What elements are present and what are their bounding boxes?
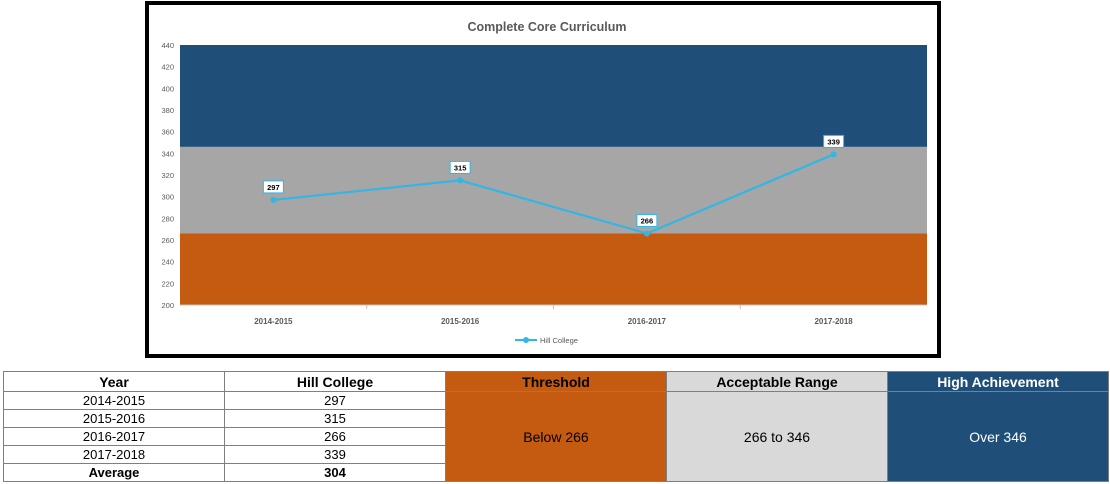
y-tick-label: 260 [161, 236, 174, 245]
row-year: 2017-2018 [3, 445, 225, 464]
average-value: 304 [224, 463, 446, 482]
y-tick-label: 440 [161, 41, 174, 50]
y-tick-label: 280 [161, 214, 174, 223]
series-line [273, 153, 835, 235]
range-band [180, 146, 927, 234]
data-point [643, 230, 650, 237]
header-college: Hill College [224, 371, 446, 392]
data-point [270, 196, 277, 203]
x-tick-label: 2015-2016 [441, 317, 480, 326]
x-tick-label: 2017-2018 [814, 317, 853, 326]
row-value: 339 [224, 445, 446, 464]
y-tick-label: 200 [161, 301, 174, 310]
y-tick-label: 420 [161, 63, 174, 72]
table-row: 2015-2016 315 [3, 409, 1109, 428]
row-value: 297 [224, 391, 446, 410]
y-tick-label: 360 [161, 128, 174, 137]
row-value: 315 [224, 409, 446, 428]
row-year: 2016-2017 [3, 427, 225, 446]
y-tick-label: 320 [161, 171, 174, 180]
data-point [457, 177, 464, 184]
header-threshold: Threshold [445, 371, 667, 392]
legend-marker-icon [523, 337, 529, 343]
average-row: Average 304 [3, 463, 1109, 482]
high-achievement-cell: Over 346 [887, 391, 1109, 482]
row-year: 2015-2016 [3, 409, 225, 428]
threshold-cell: Below 266 [445, 391, 667, 482]
data-label-box [449, 160, 471, 174]
header-year: Year [3, 371, 225, 392]
data-label: 315 [454, 163, 467, 172]
row-value: 266 [224, 427, 446, 446]
chart-title: Complete Core Curriculum [467, 20, 626, 34]
table-header-row: Year Hill College Threshold Acceptable R… [3, 371, 1109, 392]
data-label: 297 [267, 183, 280, 192]
chart-frame: Complete Core Curriculum 200 220 240 260 280… [145, 1, 941, 358]
table-row: 2017-2018 339 [3, 445, 1109, 464]
table-row: 2016-2017 266 [3, 427, 1109, 446]
y-tick-label: 240 [161, 258, 174, 267]
data-point [830, 151, 837, 158]
legend-label: Hill College [540, 336, 578, 345]
data-label-box [823, 134, 845, 148]
data-label: 266 [641, 217, 654, 226]
header-high-achievement: High Achievement [887, 371, 1109, 392]
x-tick-label: 2014-2015 [254, 317, 293, 326]
average-label: Average [3, 463, 225, 482]
range-band [180, 233, 927, 305]
x-tick-label: 2016-2017 [628, 317, 667, 326]
header-acceptable-range: Acceptable Range [666, 371, 888, 392]
range-band [180, 45, 927, 147]
summary-table: Year Hill College Threshold Acceptable R… [3, 371, 1109, 482]
row-year: 2014-2015 [3, 391, 225, 410]
data-label: 339 [827, 137, 840, 146]
y-tick-label: 380 [161, 106, 174, 115]
chart-svg: Complete Core Curriculum 200 220 240 260 280… [161, 20, 927, 345]
y-tick-label: 400 [161, 84, 174, 93]
data-label-box [262, 180, 284, 194]
acceptable-range-cell: 266 to 346 [666, 391, 888, 482]
y-tick-label: 340 [161, 149, 174, 158]
y-tick-label: 220 [161, 279, 174, 288]
data-label-box [636, 214, 658, 227]
table-row: 2014-2015 297 Below 266 266 to 346 Over … [3, 391, 1109, 482]
y-tick-label: 300 [161, 193, 174, 202]
